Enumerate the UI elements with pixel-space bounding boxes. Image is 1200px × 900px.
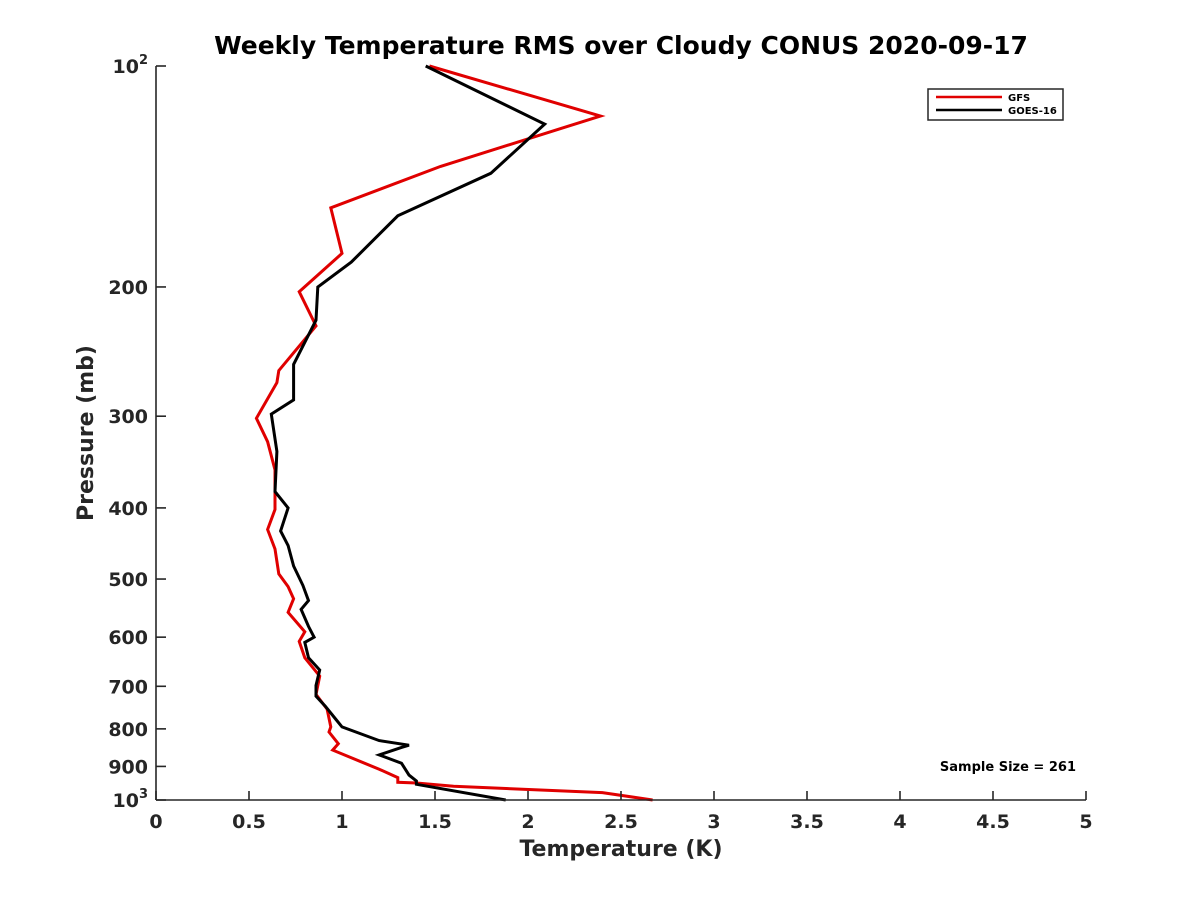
y-ticks: 102 200 300 400 500 600 700 800 900 103 [108,53,166,812]
series-line-goes16 [269,64,548,802]
y-tick-label: 102 [113,53,149,78]
x-tick-label: 2 [521,811,534,833]
y-tick-label: 103 [113,787,149,812]
y-tick-label: 400 [108,498,148,520]
legend-box [927,88,1064,121]
x-ticks: 0 0.5 1 1.5 2 2.5 3 3.5 4 4.5 5 [149,791,1093,833]
chart-title: Weekly Temperature RMS over Cloudy CONUS… [214,31,1028,60]
x-tick-label: 1 [335,811,348,833]
x-tick-label: 4.5 [976,811,1010,833]
x-tick-label: 2.5 [604,811,638,833]
legend-label-goes16: GOES-16 [1008,106,1057,117]
legend: GFS GOES-16 [927,88,1064,121]
y-tick-label: 900 [108,756,148,778]
x-tick-label: 5 [1079,811,1092,833]
plot-lines [254,64,653,802]
y-tick-label: 700 [108,676,148,698]
x-tick-label: 3.5 [790,811,824,833]
y-tick-label: 800 [108,719,148,741]
sample-size-annotation: Sample Size = 261 [940,760,1076,775]
legend-label-gfs: GFS [1008,93,1030,104]
x-tick-label: 4 [893,811,906,833]
x-tick-label: 3 [707,811,720,833]
y-tick-label: 300 [108,406,148,428]
x-tick-label: 0.5 [232,811,266,833]
y-axis-label: Pressure (mb) [74,345,99,521]
x-axis-label: Temperature (K) [519,837,722,862]
y-tick-label: 500 [108,569,148,591]
y-tick-label: 200 [108,277,148,299]
x-tick-label: 0 [149,811,162,833]
y-tick-label: 600 [108,627,148,649]
x-tick-label: 1.5 [418,811,452,833]
